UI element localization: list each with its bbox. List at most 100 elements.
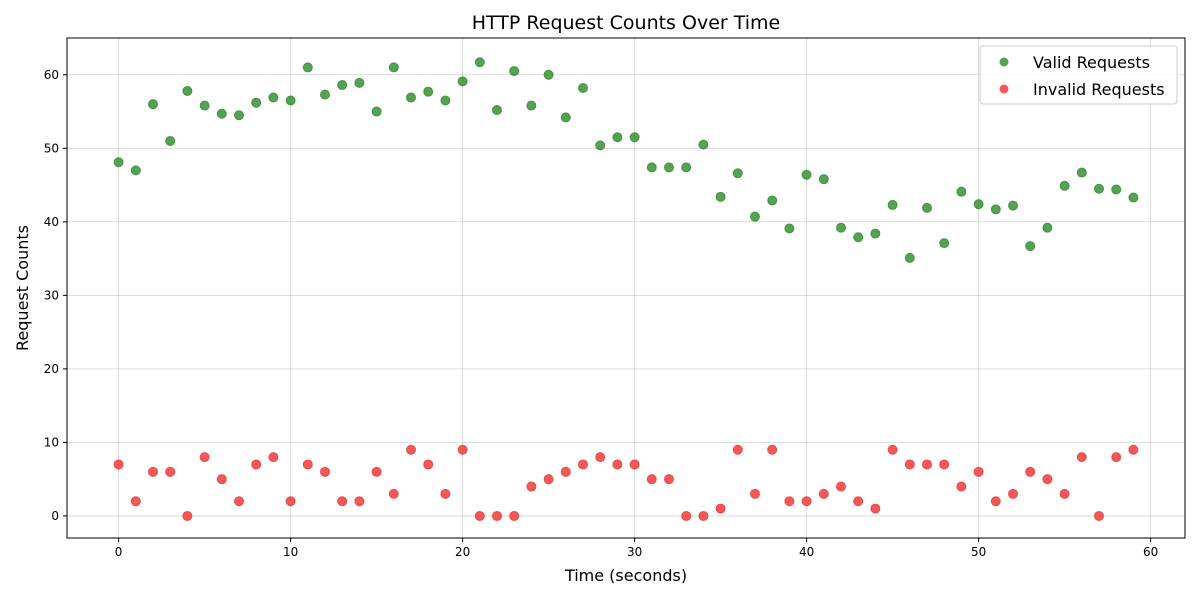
data-point [853,232,864,243]
data-point [801,169,812,180]
data-point [509,66,520,77]
data-point [629,132,640,143]
legend-marker-invalid [999,84,1009,94]
data-point [767,195,778,206]
data-point [1128,444,1139,455]
data-point [113,459,124,470]
data-point [853,496,864,507]
data-point [922,202,932,213]
series-invalid-requests [113,444,1139,521]
data-point [251,97,262,108]
data-point [148,99,158,110]
data-point [509,510,520,521]
data-point [1059,180,1070,191]
data-point [543,69,554,80]
data-points [113,57,1139,521]
data-point [320,466,330,477]
data-point [578,83,588,93]
legend-box [979,45,1178,105]
data-point [165,466,176,477]
data-point [818,174,829,185]
legend-marker-valid [999,57,1009,67]
data-point [182,510,193,521]
data-point [818,488,829,499]
legend-label-valid: Valid Requests [1033,53,1150,72]
data-point [578,459,588,470]
data-point [887,199,898,210]
y-tick-label: 20 [44,362,59,376]
data-point [1076,167,1087,178]
data-point [216,474,227,485]
data-point [1094,183,1104,194]
data-point [870,228,881,239]
data-point [1094,510,1104,521]
data-point [320,89,330,100]
data-point [1042,222,1053,233]
data-point [1025,466,1036,477]
data-point [354,77,365,88]
x-tick-label: 30 [627,545,642,559]
data-point [1059,488,1070,499]
data-point [560,466,571,477]
data-point [664,162,674,173]
data-point [836,481,846,492]
data-point [646,162,657,173]
series-valid-requests [113,57,1139,263]
data-point [732,444,743,455]
axis-ticks: 0 10 20 30 40 50 60 0 10 20 30 40 50 60 [44,68,1159,559]
data-point [664,474,674,485]
data-point [939,238,950,249]
data-point [302,459,313,470]
data-point [285,496,296,507]
data-point [784,496,795,507]
data-point [715,503,726,514]
data-point [1128,192,1139,203]
x-tick-label: 40 [799,545,814,559]
data-point [939,459,950,470]
data-point [388,488,399,499]
legend: Valid Requests Invalid Requests [979,45,1178,105]
y-axis-title: Request Counts [13,225,32,351]
data-point [130,165,141,176]
data-point [285,95,296,106]
data-point [457,76,468,87]
data-point [1025,241,1036,252]
data-point [440,488,451,499]
data-point [199,100,210,111]
data-point [904,252,915,263]
data-point [234,496,244,507]
data-point [268,452,279,463]
data-point [784,223,795,234]
data-point [1008,488,1018,499]
data-point [388,62,399,73]
data-point [148,466,158,477]
data-point [406,92,416,103]
data-point [595,452,606,463]
data-point [302,62,313,73]
data-point [371,466,382,477]
data-point [887,444,898,455]
x-tick-label: 0 [115,545,123,559]
data-point [732,168,743,179]
data-point [423,459,434,470]
data-point [526,481,537,492]
data-point [990,496,1001,507]
data-point [268,92,279,103]
y-tick-label: 0 [51,509,59,523]
data-point [767,444,778,455]
data-point [457,444,468,455]
plot-area-frame [66,37,1186,539]
data-point [750,488,760,499]
y-tick-label: 10 [44,435,59,449]
data-point [543,474,554,485]
data-point [492,510,502,521]
data-point [492,105,502,116]
data-point [526,100,537,111]
data-point [560,112,571,123]
data-point [836,222,846,233]
data-point [801,496,812,507]
data-point [698,139,709,150]
data-point [973,466,984,477]
data-point [870,503,881,514]
